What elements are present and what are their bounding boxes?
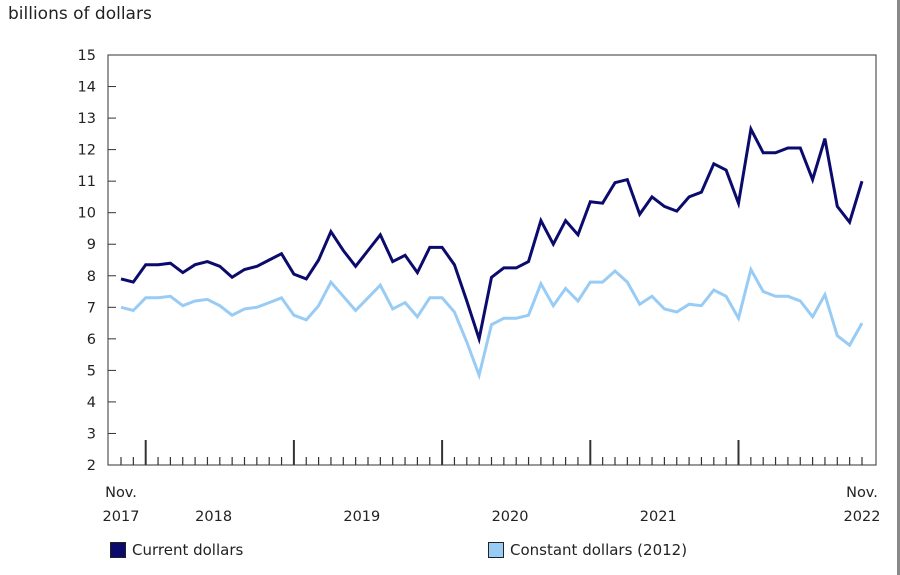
plot-area xyxy=(107,54,877,466)
y-tick-label: 15 xyxy=(78,48,96,64)
y-tick-label: 10 xyxy=(78,206,96,222)
y-tick-label: 14 xyxy=(78,80,96,96)
y-tick-label: 9 xyxy=(87,237,96,253)
window-border xyxy=(897,0,900,575)
x-tick-label-year: 2019 xyxy=(343,509,380,525)
x-tick-label-month: Nov. xyxy=(846,485,878,501)
y-tick-label: 4 xyxy=(87,395,96,411)
legend-swatch-constant xyxy=(488,542,504,558)
x-tick-label-year: 2017 xyxy=(103,509,140,525)
legend-label-current: Current dollars xyxy=(132,541,244,559)
x-tick-label-year: 2018 xyxy=(195,509,232,525)
series-line-current-dollars xyxy=(120,124,864,345)
line-chart: 2 3 4 5 6 7 8 9 10 11 12 13 14 15 Nov. 2017 2018 2019 2020… xyxy=(78,48,881,525)
legend-item-constant: Constant dollars (2012) xyxy=(488,541,687,559)
y-tick-label: 7 xyxy=(87,300,96,316)
legend-item-current: Current dollars xyxy=(110,541,243,559)
x-tick-label-year: 2022 xyxy=(844,509,881,525)
y-tick-label: 12 xyxy=(78,143,96,159)
y-axis-unit-label: billions of dollars xyxy=(8,4,152,24)
series-line-constant-dollars xyxy=(120,265,864,381)
y-tick-label: 8 xyxy=(87,269,96,285)
legend-label-constant: Constant dollars (2012) xyxy=(510,541,688,559)
x-tick-label-year: 2020 xyxy=(492,509,529,525)
y-tick-label: 6 xyxy=(87,332,96,348)
y-tick-label: 2 xyxy=(87,458,96,474)
legend-swatch-current xyxy=(110,542,126,558)
x-tick-label-month: Nov. xyxy=(105,485,137,501)
x-tick-label-year: 2021 xyxy=(640,509,677,525)
y-tick-label: 5 xyxy=(87,363,96,379)
y-tick-label: 3 xyxy=(87,426,96,442)
y-tick-label: 13 xyxy=(78,111,96,127)
y-tick-label: 11 xyxy=(78,174,96,190)
